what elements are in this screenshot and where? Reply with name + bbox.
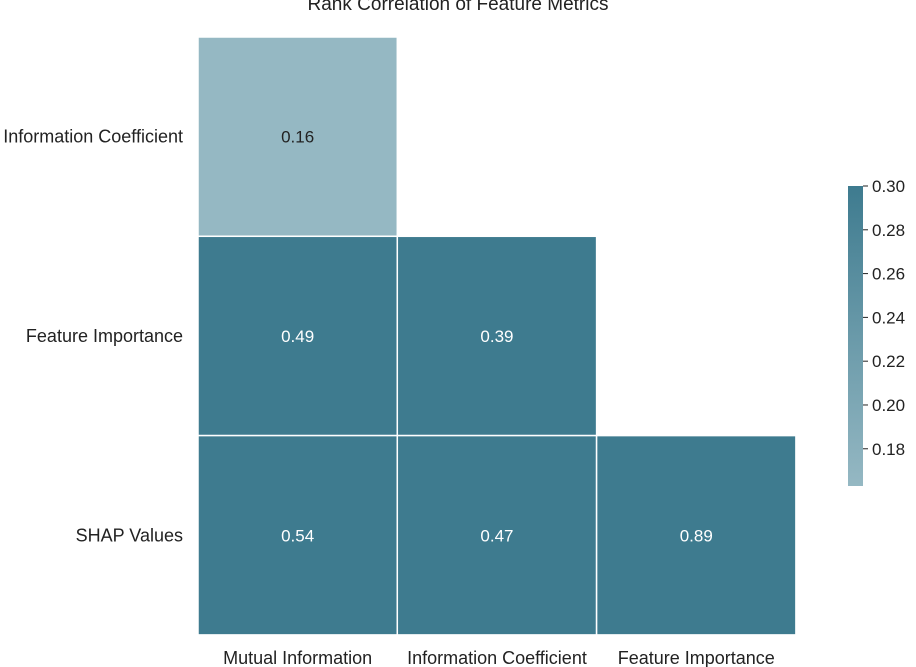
x-tick-label: Information Coefficient (407, 648, 587, 667)
colorbar: 0.18 0.20 0.22 0.24 0.26 0.28 0.30 (848, 177, 905, 486)
colorbar-tick-label: 0.18 (872, 440, 905, 459)
cell-value-label: 0.16 (281, 128, 314, 147)
colorbar-gradient (848, 186, 863, 486)
heatmap-cell (197, 434, 399, 636)
chart-title: Rank Correlation of Feature Metrics (308, 0, 609, 15)
colorbar-tick-label: 0.20 (872, 396, 905, 415)
y-tick-label: Feature Importance (26, 326, 183, 346)
cell-value-label: 0.39 (480, 327, 513, 346)
colorbar-tick-label: 0.30 (872, 177, 905, 196)
heatmap-cell (595, 434, 797, 636)
y-tick-label: Information Coefficient (3, 127, 183, 147)
x-axis-labels: Mutual Information Information Coefficien… (223, 648, 775, 667)
cell-value-label: 0.47 (480, 526, 513, 545)
colorbar-tick-label: 0.28 (872, 221, 905, 240)
heatmap-cell (396, 235, 598, 437)
cell-value-label: 0.89 (680, 526, 713, 545)
x-tick-label: Feature Importance (618, 648, 775, 667)
heatmap-cells: 0.16 0.49 0.39 0.54 0.47 0.89 (197, 36, 797, 636)
colorbar-tick-label: 0.24 (872, 308, 905, 327)
colorbar-ticks: 0.18 0.20 0.22 0.24 0.26 0.28 0.30 (863, 177, 905, 459)
cell-value-label: 0.49 (281, 327, 314, 346)
colorbar-tick-label: 0.26 (872, 265, 905, 284)
heatmap-cell (197, 235, 399, 437)
x-tick-label: Mutual Information (223, 648, 372, 667)
heatmap-cell (396, 434, 598, 636)
y-axis-labels: Information Coefficient Feature Importanc… (3, 127, 183, 546)
cell-value-label: 0.54 (281, 526, 314, 545)
y-tick-label: SHAP Values (76, 525, 183, 545)
colorbar-tick-label: 0.22 (872, 352, 905, 371)
heatmap-cell (197, 36, 399, 238)
